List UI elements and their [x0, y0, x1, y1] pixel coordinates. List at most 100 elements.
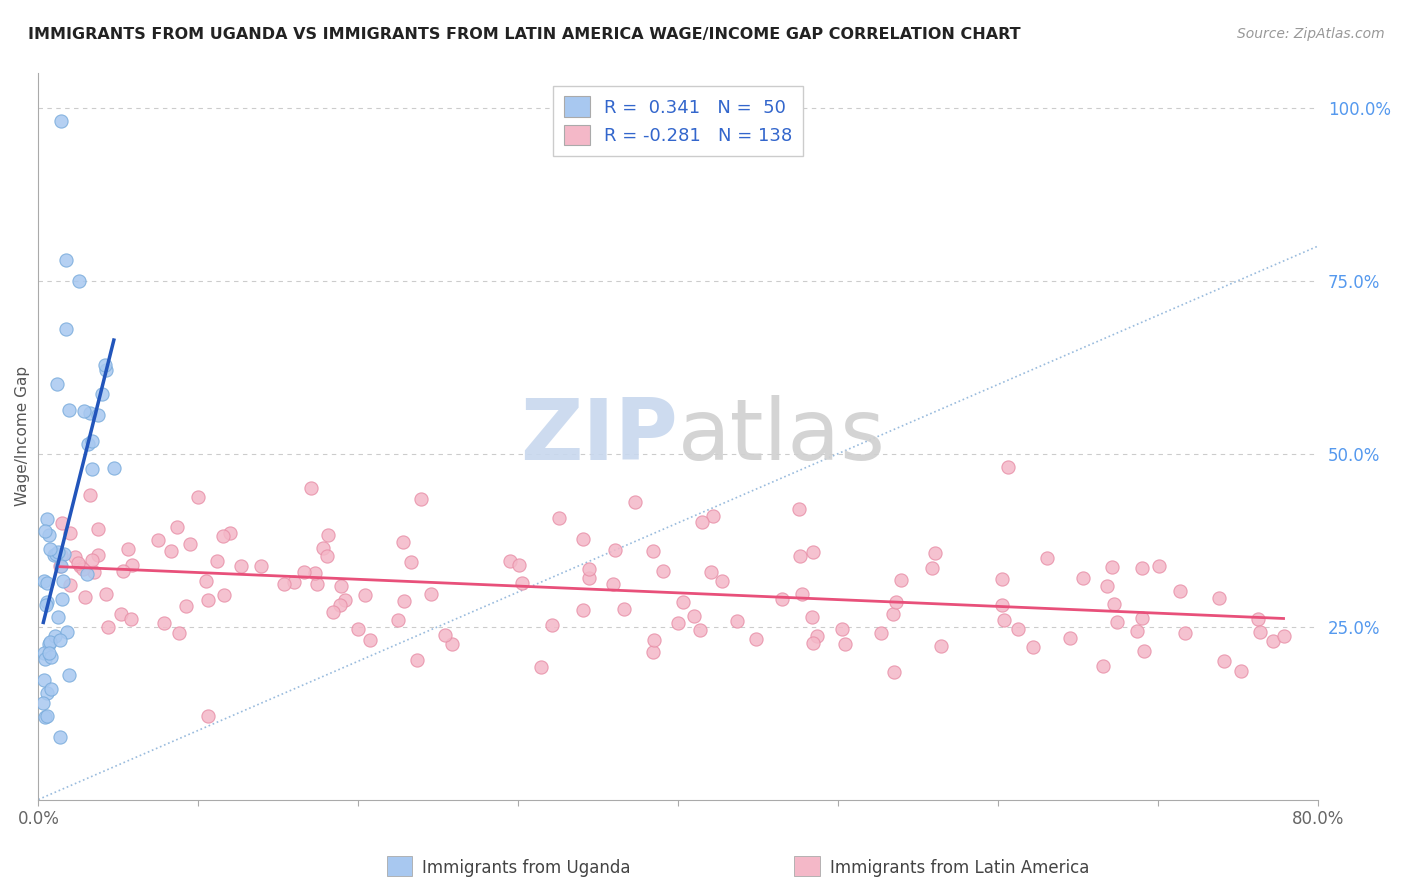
Point: [55, 252, 77, 267]
Point: [318, 527, 340, 541]
Text: atlas: atlas: [678, 395, 886, 478]
Point: [59, 578, 82, 592]
Point: [307, 577, 329, 591]
Point: [354, 588, 377, 602]
Point: [87, 548, 110, 562]
Point: [250, 559, 273, 574]
Point: [83, 566, 105, 580]
Point: [38, 528, 60, 542]
Text: ZIP: ZIP: [520, 395, 678, 478]
Point: [212, 588, 235, 602]
Point: [1102, 597, 1125, 611]
Point: [73, 591, 96, 605]
Point: [51, 591, 73, 606]
Point: [335, 592, 357, 607]
Point: [1168, 584, 1191, 599]
Point: [146, 533, 169, 547]
Point: [39, 681, 62, 696]
Point: [52, 574, 75, 589]
Point: [882, 607, 904, 621]
Point: [38, 541, 60, 556]
Point: [53, 547, 76, 561]
Point: [38, 637, 60, 651]
Point: [37, 576, 59, 591]
Point: [1174, 626, 1197, 640]
Point: [548, 511, 571, 525]
Point: [218, 526, 240, 541]
Text: IMMIGRANTS FROM UGANDA VS IMMIGRANTS FROM LATIN AMERICA WAGE/INCOME GAP CORRELAT: IMMIGRANTS FROM UGANDA VS IMMIGRANTS FRO…: [28, 27, 1021, 42]
Point: [1263, 634, 1285, 648]
Point: [121, 558, 143, 573]
Point: [924, 546, 946, 560]
Point: [39, 635, 62, 649]
Point: [890, 573, 912, 587]
Point: [299, 481, 322, 495]
Point: [541, 618, 564, 632]
Point: [1125, 624, 1147, 638]
Point: [401, 555, 423, 569]
Point: [79, 406, 101, 420]
Point: [32, 646, 55, 660]
Point: [787, 502, 810, 516]
Point: [76, 566, 98, 581]
Point: [49, 559, 72, 574]
Point: [666, 615, 689, 630]
Point: [212, 528, 235, 542]
Point: [1133, 644, 1156, 658]
Point: [1130, 611, 1153, 625]
Point: [159, 544, 181, 558]
Point: [1101, 560, 1123, 574]
Point: [578, 562, 600, 576]
Point: [690, 516, 713, 530]
Point: [90, 387, 112, 401]
Point: [929, 639, 952, 653]
Point: [194, 574, 217, 589]
Point: [884, 595, 907, 609]
Point: [82, 434, 104, 449]
Point: [792, 587, 814, 601]
Point: [602, 576, 624, 591]
Point: [329, 599, 352, 613]
Point: [58, 403, 80, 417]
Point: [32, 696, 55, 710]
Point: [153, 616, 176, 631]
Point: [1212, 654, 1234, 668]
Point: [35, 512, 58, 526]
Point: [55, 322, 77, 336]
Legend: R =  0.341   N =  50, R = -0.281   N = 138: R = 0.341 N = 50, R = -0.281 N = 138: [554, 86, 803, 156]
Point: [312, 541, 335, 555]
Point: [991, 572, 1014, 586]
Point: [37, 595, 59, 609]
Point: [322, 605, 344, 619]
Point: [1247, 612, 1270, 626]
Point: [1230, 665, 1253, 679]
Point: [991, 598, 1014, 612]
Point: [49, 632, 72, 647]
Point: [67, 556, 90, 570]
Point: [34, 710, 56, 724]
Point: [187, 490, 209, 504]
Point: [499, 554, 522, 568]
Point: [578, 571, 600, 585]
Point: [205, 554, 228, 568]
Point: [682, 608, 704, 623]
Point: [283, 574, 305, 589]
Point: [1147, 559, 1170, 574]
Point: [689, 623, 711, 637]
Point: [79, 488, 101, 502]
Point: [921, 560, 943, 574]
Point: [229, 558, 252, 573]
Point: [35, 598, 58, 612]
Point: [613, 601, 636, 615]
Point: [80, 462, 103, 476]
Point: [32, 673, 55, 687]
Point: [1105, 615, 1128, 629]
Point: [56, 624, 79, 639]
Point: [42, 548, 65, 562]
Point: [58, 668, 80, 682]
Point: [789, 549, 811, 563]
Point: [49, 114, 72, 128]
Text: Immigrants from Uganda: Immigrants from Uganda: [422, 859, 630, 877]
Point: [801, 635, 824, 649]
Point: [35, 709, 58, 723]
